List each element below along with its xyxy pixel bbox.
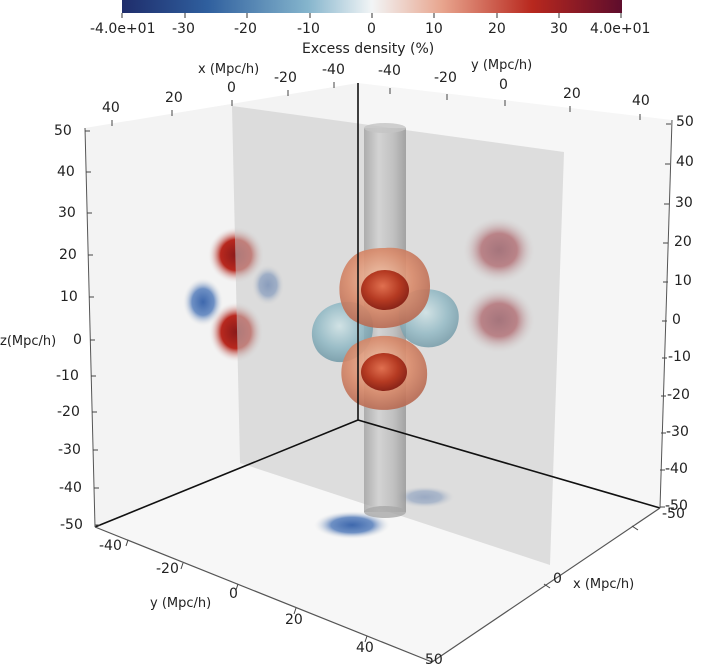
x-back-ticks [111, 82, 335, 126]
colorbar [122, 0, 622, 13]
cylinder-top-cap [364, 123, 406, 133]
x-front-ticks [543, 525, 639, 589]
z-right-ticks [660, 123, 671, 508]
y-front-tick-label: 40 [356, 640, 374, 656]
z-right-tick-label: 30 [675, 195, 693, 211]
y-back-tick-label: -20 [434, 70, 457, 86]
x-front-axis-title: x (Mpc/h) [573, 577, 635, 592]
z-left-ticks [85, 130, 100, 526]
z-left-tick-label: 50 [54, 123, 72, 139]
colorbar-ticks [121, 13, 622, 18]
bounding-box [84, 83, 673, 663]
x-front-tick-label: 0 [553, 571, 562, 587]
z-right-tick-label: -50 [665, 498, 688, 514]
z-axis-title: z(Mpc/h) [0, 334, 57, 349]
x-back-tick-label: 40 [102, 100, 120, 116]
y-back-tick-label: 0 [499, 77, 508, 93]
x-back-axis-title: x (Mpc/h) [198, 62, 260, 77]
z-right-tick-label: -40 [665, 461, 688, 477]
colorbar-tick-label: -10 [297, 21, 320, 37]
z-right-tick-label: 0 [672, 312, 681, 328]
floor-underdense-front [314, 511, 390, 539]
cylinder-bottom-cap [364, 506, 406, 518]
x-back-tick-label: 20 [165, 90, 183, 106]
y-front-tick-label: 0 [229, 586, 238, 602]
colorbar-title: Excess density (%) [302, 41, 435, 57]
z-right-tick-label: 10 [674, 273, 692, 289]
z-left-tick-label: 10 [60, 289, 78, 305]
z-left-tick-label: 40 [57, 164, 75, 180]
y-back-tick-label: 40 [632, 93, 650, 109]
x-back-tick-label: -20 [274, 70, 297, 86]
z-left-tick-label: 0 [73, 332, 82, 348]
x-front-tick-label: 50 [425, 652, 443, 668]
z-right-tick-label: 20 [674, 234, 692, 250]
y-back-tick-label: 20 [563, 86, 581, 102]
z-left-tick-label: -40 [59, 480, 82, 496]
colorbar-tick-label: 10 [425, 21, 443, 37]
y-front-tick-label: 20 [285, 612, 303, 628]
isosurface-group [311, 247, 459, 410]
left-wall-underdense-left [183, 278, 223, 326]
colorbar-tick-label: 20 [488, 21, 506, 37]
z-left-tick-label: 30 [58, 205, 76, 221]
z-right-tick-label: 40 [676, 154, 694, 170]
isosurface-core-lower [361, 353, 407, 391]
y-front-axis-title: y (Mpc/h) [150, 596, 212, 611]
colorbar-tick-label: -4.0e+01 [90, 21, 156, 37]
colorbar-tick-label: 30 [550, 21, 568, 37]
colorbar-tick-label: 0 [367, 21, 376, 37]
z-left-tick-label: -30 [58, 442, 81, 458]
colorbar-tick-label: -30 [172, 21, 195, 37]
isosurface-core-upper [361, 270, 409, 310]
z-left-tick-label: -20 [57, 404, 80, 420]
z-left-tick-label: 20 [59, 247, 77, 263]
colorbar-tick-label: -20 [234, 21, 257, 37]
y-back-tick-label: -40 [378, 63, 401, 79]
z-right-tick-label: 50 [676, 114, 694, 130]
y-front-ticks [125, 539, 368, 643]
y-back-axis-title: y (Mpc/h) [471, 58, 533, 73]
z-right-tick-label: -30 [666, 424, 689, 440]
colorbar-tick-label: 4.0e+01 [590, 21, 651, 37]
y-back-ticks [389, 88, 641, 120]
z-left-tick-label: -10 [56, 368, 79, 384]
y-front-tick-label: -40 [99, 538, 122, 554]
z-left-tick-label: -50 [60, 517, 83, 533]
y-front-tick-label: -20 [156, 561, 179, 577]
z-right-tick-label: -10 [668, 349, 691, 365]
z-right-tick-label: -20 [667, 387, 690, 403]
corner-tick-label: -50 [662, 506, 685, 522]
x-back-tick-label: 0 [227, 80, 236, 96]
x-back-tick-label: -40 [322, 62, 345, 78]
